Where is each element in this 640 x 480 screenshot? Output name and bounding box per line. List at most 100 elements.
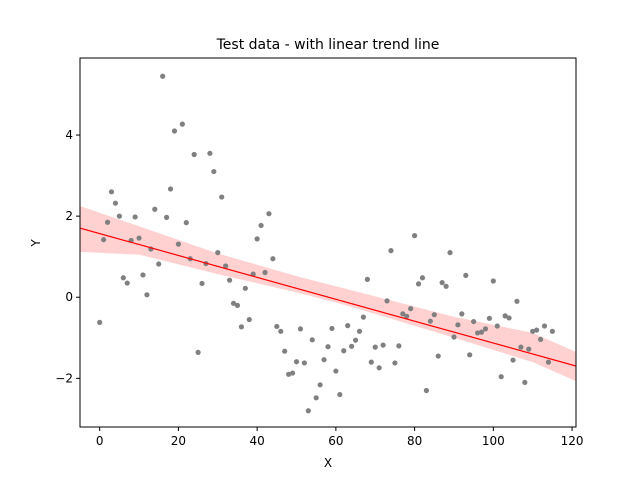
data-point <box>293 359 300 365</box>
data-point <box>112 200 119 206</box>
data-point <box>341 348 347 354</box>
data-point <box>514 298 520 304</box>
data-point <box>274 323 280 330</box>
data-point <box>435 353 441 359</box>
data-point <box>534 327 540 333</box>
data-point <box>478 329 485 335</box>
data-point <box>104 219 111 225</box>
data-point <box>368 359 374 365</box>
data-point <box>376 365 382 371</box>
data-point <box>140 272 146 278</box>
data-point <box>171 128 178 134</box>
data-point <box>498 374 504 380</box>
data-point <box>278 328 284 334</box>
data-point <box>443 283 449 289</box>
x-tick-label: 100 <box>482 434 505 448</box>
data-point <box>116 213 122 219</box>
data-point <box>541 323 548 329</box>
data-point <box>471 318 477 325</box>
data-point <box>219 194 225 200</box>
x-tick-label: 80 <box>407 434 422 448</box>
data-point <box>262 269 268 276</box>
data-point <box>530 328 536 334</box>
data-point <box>238 324 244 330</box>
data-point <box>167 186 174 192</box>
data-point <box>211 168 217 175</box>
data-point <box>195 349 201 355</box>
data-point <box>474 330 481 336</box>
data-point <box>132 214 138 220</box>
data-point <box>179 121 185 127</box>
data-point <box>258 222 264 229</box>
data-point <box>207 150 213 156</box>
data-point <box>317 382 323 388</box>
data-point <box>286 371 292 377</box>
y-tick-label: 4 <box>65 128 73 142</box>
data-point <box>447 250 453 256</box>
data-point <box>215 250 221 256</box>
data-point <box>380 342 386 348</box>
y-axis-label: Y <box>29 239 43 248</box>
data-point <box>459 311 465 317</box>
data-point <box>164 214 170 220</box>
data-point <box>270 256 276 262</box>
data-point <box>333 368 339 374</box>
data-point <box>124 280 130 286</box>
data-point <box>160 73 166 79</box>
x-tick-label: 120 <box>561 434 584 448</box>
data-point <box>325 344 331 350</box>
data-point <box>152 206 158 212</box>
data-point <box>246 316 252 323</box>
chart-title: Test data - with linear trend line <box>216 37 440 53</box>
data-point <box>415 281 422 287</box>
data-point <box>384 298 390 304</box>
data-point <box>321 357 327 363</box>
data-point <box>392 360 398 366</box>
data-point <box>301 360 307 366</box>
data-point <box>412 233 418 239</box>
data-point <box>309 337 315 343</box>
plot-frame <box>79 57 577 428</box>
data-point <box>97 319 103 325</box>
data-point <box>423 387 430 394</box>
x-tick-label: 20 <box>171 434 186 448</box>
data-point <box>223 263 229 269</box>
data-point <box>490 278 496 284</box>
data-point <box>360 314 367 320</box>
data-point <box>305 408 311 414</box>
x-tick-label: 40 <box>250 434 265 448</box>
data-point <box>419 275 426 281</box>
data-point <box>502 313 508 319</box>
data-point <box>482 326 489 332</box>
data-point <box>226 277 233 283</box>
data-point <box>199 280 205 287</box>
data-point <box>427 318 433 324</box>
data-point <box>455 322 461 328</box>
data-point <box>467 352 473 358</box>
data-point <box>313 395 319 401</box>
data-point <box>191 151 197 158</box>
data-point <box>400 311 406 317</box>
x-axis-label: X <box>324 456 332 470</box>
data-point <box>537 336 544 343</box>
y-tick-label: 0 <box>65 290 73 304</box>
data-point <box>510 357 516 363</box>
data-point <box>522 379 528 385</box>
data-point <box>337 391 343 398</box>
data-point <box>345 323 351 329</box>
data-point <box>234 302 241 308</box>
data-point <box>242 285 248 291</box>
data-point <box>108 189 115 195</box>
data-point <box>136 235 142 241</box>
y-tick-label: 2 <box>65 209 73 223</box>
trend-line <box>80 227 576 367</box>
data-point <box>463 272 469 278</box>
data-point <box>404 313 410 319</box>
data-point <box>183 220 189 226</box>
data-point <box>144 292 150 298</box>
data-point <box>431 312 437 318</box>
data-point <box>372 344 378 350</box>
